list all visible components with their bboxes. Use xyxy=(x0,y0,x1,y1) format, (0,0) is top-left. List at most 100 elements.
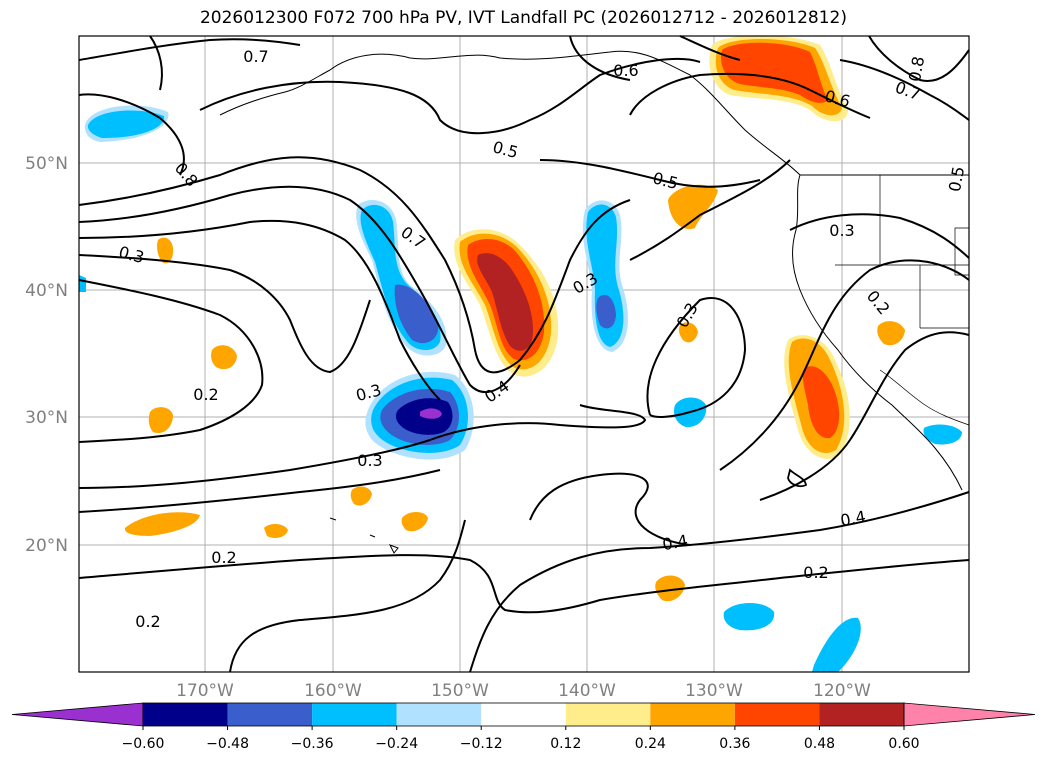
colorbar-swatch xyxy=(227,703,313,726)
contour-0-7-nw xyxy=(78,38,301,61)
contour-0-3-west xyxy=(78,254,371,374)
colorbar-tick-label: −0.48 xyxy=(206,736,249,752)
lon-label-120w: 120°W xyxy=(813,681,871,701)
colorbar-tick-label: 0.24 xyxy=(635,736,666,752)
shade-pos-small-2 xyxy=(211,345,237,370)
shade-pos-small-6 xyxy=(350,486,372,506)
shade-pos-sw-core xyxy=(802,366,840,439)
graticule xyxy=(79,36,969,672)
colorbar-tick-label: −0.36 xyxy=(291,736,334,752)
colorbar-swatch xyxy=(819,703,904,726)
contour-0-5-east xyxy=(629,159,791,261)
contour-0-3-northeast xyxy=(789,213,970,259)
contour-0-2-southwest xyxy=(229,519,466,673)
shade-neg-gulf-alaska xyxy=(87,110,165,138)
contour-0-2-west xyxy=(78,279,264,443)
coastline-alaska xyxy=(219,69,331,116)
shade-neg-small-3 xyxy=(812,617,861,672)
colorbar-tick-label: 0.36 xyxy=(719,736,750,752)
contour-label: 0.4 xyxy=(839,507,867,530)
contour-label: 0.2 xyxy=(135,612,160,631)
coastlines xyxy=(219,50,970,554)
colorbar-extend-low xyxy=(11,702,144,727)
shade-pos-small-5 xyxy=(157,237,174,264)
contour-0-5-top xyxy=(679,35,741,61)
colorbar-swatch xyxy=(481,703,566,726)
contour-0-2-south xyxy=(78,554,970,614)
contour-0-3-closed xyxy=(646,297,747,418)
lat-label-20n: 20°N xyxy=(25,536,68,556)
shade-pos-small-4 xyxy=(124,512,200,536)
colorbar-tick-label: 0.60 xyxy=(888,736,919,752)
pv-contours xyxy=(78,35,970,673)
lon-label-140w: 140°W xyxy=(558,681,616,701)
contour-0-5-wave xyxy=(78,219,441,401)
colorbar-tick-label: 0.12 xyxy=(550,736,581,752)
lat-label-40n: 40°N xyxy=(25,281,68,301)
contour-0-6-north xyxy=(199,57,701,135)
lon-label-130w: 130°W xyxy=(685,681,743,701)
contour-label: 0.2 xyxy=(803,563,828,582)
contour-label: 0.5 xyxy=(945,165,968,193)
contour-0-8-west xyxy=(78,93,185,176)
contour-label: 0.3 xyxy=(357,451,382,470)
contour-0-5-mid xyxy=(539,159,761,188)
shade-pos-small-9 xyxy=(655,575,685,602)
colorbar-tick-label: −0.12 xyxy=(460,736,503,752)
shade-neg-central-core xyxy=(394,284,439,344)
coastline-north-america xyxy=(329,50,963,491)
contour-0-4-south xyxy=(469,491,970,673)
colorbar-frame xyxy=(142,702,905,727)
latitude-labels: 50°N 40°N 30°N 20°N xyxy=(25,154,68,556)
colorbar-swatch xyxy=(650,703,735,726)
contour-0-7-top xyxy=(149,35,163,91)
contour-0-2-east xyxy=(759,331,970,501)
shade-pos-small-8 xyxy=(264,524,288,538)
colorbar-swatch xyxy=(396,703,482,726)
shade-pos-ne-core xyxy=(720,42,828,103)
shade-pos-small-3 xyxy=(148,407,173,434)
colorbar-tick-label: −0.60 xyxy=(122,736,165,752)
contour-label: 0.2 xyxy=(193,385,218,404)
hawaii-islands xyxy=(329,517,399,554)
shaded-fields xyxy=(79,35,962,672)
map-title: 2026012300 F072 700 hPa PV, IVT Landfall… xyxy=(199,8,847,28)
map-border xyxy=(78,35,970,673)
contour-0-3-east xyxy=(719,259,970,471)
longitude-labels: 170°W 160°W 150°W 140°W 130°W 120°W xyxy=(176,681,871,701)
contour-0-7-northeast xyxy=(839,59,970,121)
lat-label-30n: 30°N xyxy=(25,408,68,428)
colorbar-swatch xyxy=(143,703,228,726)
lon-label-160w: 160°W xyxy=(304,681,362,701)
colorbar: −0.60 −0.48 −0.36 −0.24 −0.12 0.12 0.24 0.36 0.4… xyxy=(11,702,1036,752)
contour-0-6-top xyxy=(569,35,631,81)
shade-neg-small-2 xyxy=(723,603,775,631)
contour-label: 0.8 xyxy=(905,55,928,83)
shade-pos-small-10 xyxy=(679,322,698,343)
shade-pos-small-1 xyxy=(668,184,718,230)
contour-0-4-loop xyxy=(529,472,691,546)
contour-0-8-northeast xyxy=(868,35,970,82)
contour-label: 0.4 xyxy=(661,531,689,554)
shade-neg-small-4 xyxy=(923,424,962,445)
contour-label: 0.3 xyxy=(829,221,854,240)
border-us-mexico xyxy=(879,369,970,426)
lon-label-170w: 170°W xyxy=(176,681,234,701)
contour-0-3-lower xyxy=(78,469,441,513)
colorbar-swatch xyxy=(312,703,397,726)
shade-pos-small-7 xyxy=(401,512,428,532)
lon-label-150w: 150°W xyxy=(431,681,489,701)
shade-pos-small-11 xyxy=(877,321,905,346)
shade-neg-edge xyxy=(79,275,86,292)
colorbar-tick-label: 0.48 xyxy=(804,736,835,752)
shade-neg-low-peak xyxy=(420,408,442,419)
contour-0-7-wave xyxy=(78,156,631,374)
contour-label: 0.2 xyxy=(211,548,236,567)
contour-0-6-northeast xyxy=(629,72,871,119)
colorbar-extend-high xyxy=(903,702,1036,727)
colorbar-tick-label: −0.24 xyxy=(375,736,418,752)
shade-pos-central-core xyxy=(477,253,534,351)
contour-label: 0.6 xyxy=(613,61,638,80)
colorbar-swatch xyxy=(565,703,651,726)
